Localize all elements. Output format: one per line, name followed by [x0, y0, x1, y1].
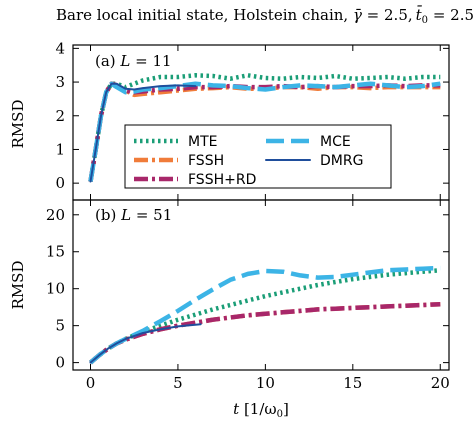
y-tick-label-a: 2: [55, 107, 65, 125]
panel-b-lines: [89, 265, 441, 365]
panel-b-ticks: 0 5 10 15 20 0 5 10 15 20: [46, 200, 450, 392]
y-tick-label-b: 15: [46, 243, 65, 261]
y-tick-label-a: 1: [55, 140, 65, 158]
x-axis-label: t [1/ω0]: [233, 400, 289, 420]
legend-label: FSSH+RD: [188, 172, 256, 188]
figure-title: Bare local initial state, Holstein chain…: [56, 6, 474, 26]
x-tick-label: 15: [343, 374, 362, 392]
panel-b: 0 5 10 15 20 0 5 10 15 20 (b) L = 51 RMSD t [1/ω0…: [9, 199, 450, 420]
y-tick-label-b: 0: [55, 354, 65, 372]
series-dmrg-a: [89, 82, 197, 183]
x-tick-label: 20: [431, 374, 450, 392]
y-tick-label-a: 4: [55, 39, 65, 57]
y-tick-label-a: 0: [55, 174, 65, 192]
y-tick-label-a: 3: [55, 73, 65, 91]
series-dmrg-b: [89, 323, 202, 364]
panel-a-label: (a) L = 11: [95, 52, 172, 70]
y-tick-label-b: 10: [46, 280, 65, 298]
x-tick-label: 10: [256, 374, 275, 392]
y-tick-label-b: 5: [55, 317, 65, 335]
x-tick-label: 0: [86, 374, 96, 392]
panel-b-ylabel: RMSD: [9, 261, 27, 310]
x-tick-label: 5: [173, 374, 183, 392]
panel-b-frame: [72, 199, 450, 371]
legend-label: MCE: [320, 134, 351, 150]
legend: MTE FSSH FSSH+RD MCE DMRG: [124, 124, 392, 189]
legend-label: DMRG: [320, 153, 363, 169]
y-tick-label-b: 20: [46, 206, 65, 224]
panel-a-ylabel: RMSD: [9, 100, 27, 149]
panel-a-lines: [88, 73, 441, 183]
panel-a-ticks: 0 1 2 3 4: [55, 39, 449, 200]
legend-label: MTE: [188, 134, 217, 150]
series-mte-b: [89, 267, 441, 365]
panel-b-label: (b) L = 51: [95, 206, 172, 224]
legend-label: FSSH: [188, 153, 224, 169]
panel-a: 0 1 2 3 4 (a) L = 11 RMSD MTE FSSH FSSH+RD MCE D…: [9, 39, 450, 201]
